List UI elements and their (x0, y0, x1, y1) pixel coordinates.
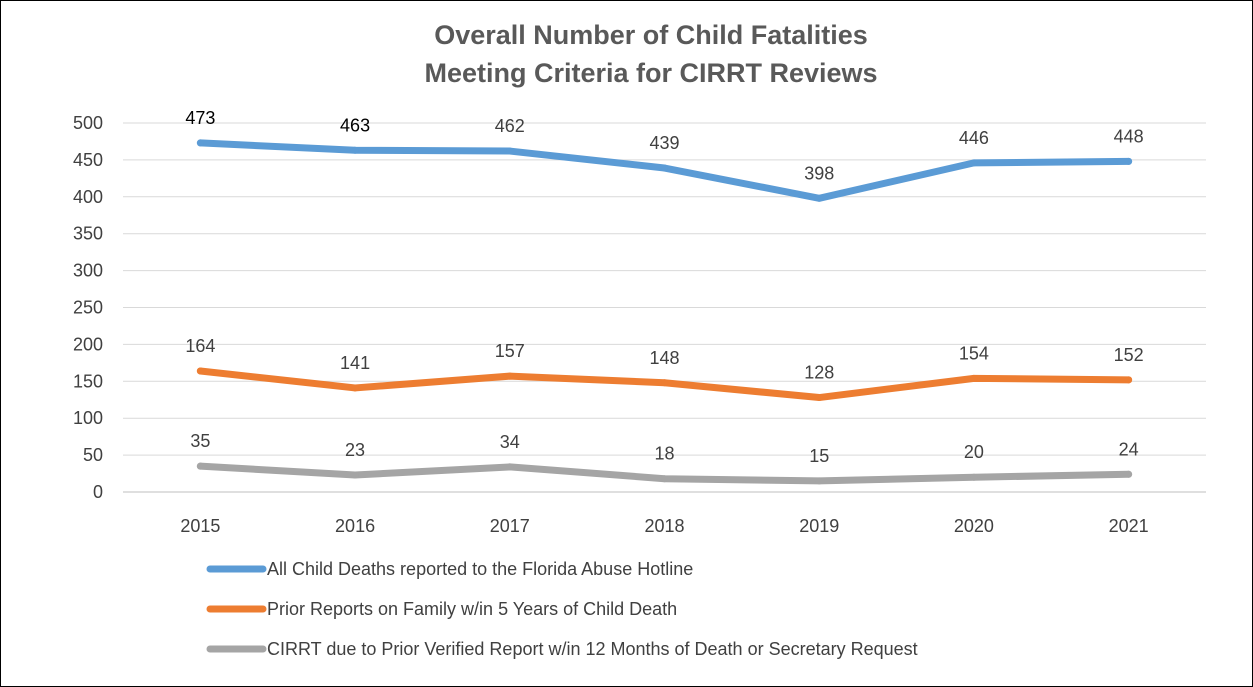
data-point (815, 477, 823, 485)
data-point (506, 372, 514, 380)
data-label: 20 (964, 442, 984, 462)
x-tick-label: 2019 (799, 516, 839, 536)
data-point (506, 147, 514, 155)
data-label: 152 (1114, 345, 1144, 365)
data-point (970, 159, 978, 167)
data-point (970, 374, 978, 382)
data-point (351, 384, 359, 392)
gridlines (123, 122, 1206, 493)
data-label: 463 (340, 115, 370, 135)
data-label: 473 (185, 108, 215, 128)
x-tick-label: 2018 (644, 516, 684, 536)
data-label: 35 (190, 431, 210, 451)
y-tick-label: 300 (73, 261, 103, 281)
legend-label: All Child Deaths reported to the Florida… (267, 559, 693, 579)
x-tick-label: 2015 (180, 516, 220, 536)
data-label: 398 (804, 163, 834, 183)
data-label: 128 (804, 363, 834, 383)
legend-label: CIRRT due to Prior Verified Report w/in … (267, 639, 918, 659)
data-point (1125, 470, 1133, 478)
chart-title: Overall Number of Child Fatalities Meeti… (424, 20, 877, 88)
chart-title-line-1: Overall Number of Child Fatalities (434, 20, 868, 50)
y-tick-label: 450 (73, 150, 103, 170)
y-axis: 0 50 100 150 200 250 300 350 400 450 500 (73, 113, 103, 502)
legend-label: Prior Reports on Family w/in 5 Years of … (267, 599, 677, 619)
data-label: 164 (185, 336, 215, 356)
data-label: 18 (654, 444, 674, 464)
x-tick-label: 2021 (1109, 516, 1149, 536)
data-point (196, 462, 204, 470)
x-axis: 2015 2016 2017 2018 2019 2020 2021 (180, 516, 1148, 536)
y-tick-label: 250 (73, 298, 103, 318)
data-label: 141 (340, 353, 370, 373)
x-tick-label: 2017 (490, 516, 530, 536)
y-tick-label: 400 (73, 187, 103, 207)
data-label: 24 (1119, 439, 1139, 459)
data-point (661, 475, 668, 483)
data-point (970, 473, 978, 481)
data-label: 34 (500, 432, 520, 452)
x-tick-label: 2016 (335, 516, 375, 536)
data-label: 448 (1114, 126, 1144, 146)
x-tick-label: 2020 (954, 516, 994, 536)
data-label: 157 (495, 341, 525, 361)
data-point (815, 394, 823, 402)
chart-title-line-2: Meeting Criteria for CIRRT Reviews (424, 58, 877, 88)
data-point (506, 463, 514, 471)
data-point (661, 164, 668, 172)
y-tick-label: 50 (83, 445, 103, 465)
y-tick-label: 500 (73, 113, 103, 133)
data-point (351, 146, 359, 154)
data-point (196, 367, 204, 375)
data-label: 462 (495, 116, 525, 136)
data-point (1125, 157, 1133, 165)
data-point (815, 194, 823, 202)
y-tick-label: 0 (93, 482, 103, 502)
data-point (196, 139, 204, 147)
data-label: 446 (959, 128, 989, 148)
legend: All Child Deaths reported to the Florida… (206, 559, 918, 659)
data-label: 439 (649, 133, 679, 153)
series (196, 139, 1133, 485)
data-point (661, 379, 668, 387)
data-point (1125, 376, 1133, 384)
data-label: 15 (809, 446, 829, 466)
data-labels: 473 463 462 439 398 446 448 164 141 157 148 128 154 1… (185, 108, 1143, 466)
data-label: 148 (649, 348, 679, 368)
data-point (351, 471, 359, 479)
y-tick-label: 150 (73, 371, 103, 391)
data-label: 154 (959, 343, 989, 363)
data-label: 23 (345, 440, 365, 460)
y-tick-label: 100 (73, 408, 103, 428)
y-tick-label: 350 (73, 224, 103, 244)
y-tick-label: 200 (73, 334, 103, 354)
